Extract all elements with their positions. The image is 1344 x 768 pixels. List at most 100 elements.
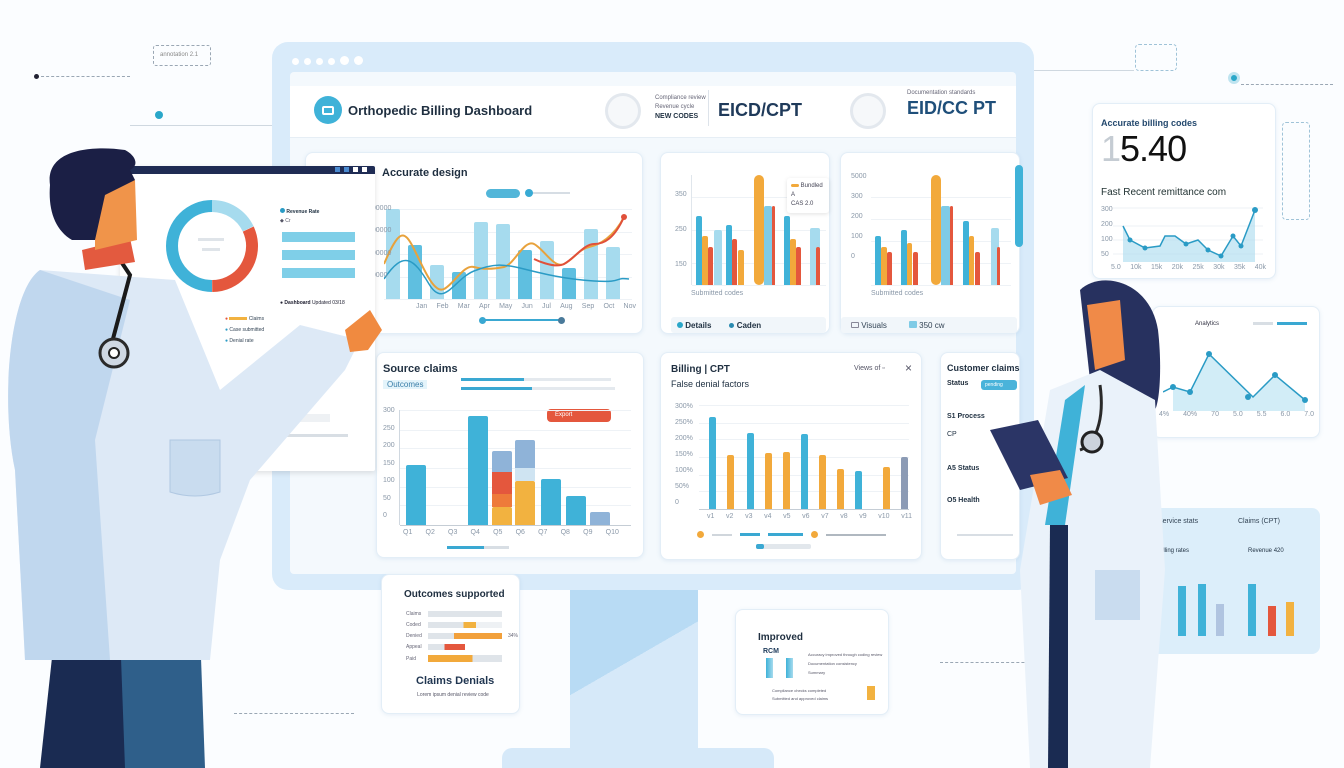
x-tick: Mar — [457, 303, 470, 310]
accurate-design-plot — [384, 209, 632, 300]
x-tick: Q6 — [515, 529, 525, 536]
kpi-card: Accurate billing codes 15.40 Fast Recent… — [1092, 103, 1276, 279]
x-tick: v9 — [859, 513, 867, 520]
claim-row[interactable]: S1 Process — [947, 413, 985, 420]
decor-dot-teal — [155, 111, 163, 119]
y-tick: 200 — [383, 442, 395, 449]
window-dots — [292, 52, 368, 70]
badge2-logo: EID/CC PT — [907, 98, 997, 118]
x-tick: Aug — [560, 303, 573, 310]
x-axis-label: Submitted codes — [691, 290, 744, 297]
billing-cpt-panel: Billing | CPT False denial factors Views… — [660, 352, 922, 560]
timeline-slider[interactable] — [479, 317, 565, 324]
x-tick: Jun — [521, 303, 533, 310]
views-dropdown[interactable]: Views of ▫ — [854, 365, 885, 372]
y-tick: 100% — [675, 467, 693, 474]
claim-row[interactable]: O5 Health — [947, 497, 980, 504]
decor-dashed-line — [1241, 84, 1333, 85]
kpi-value: 15.40 — [1101, 128, 1187, 169]
x-tick: v5 — [783, 513, 791, 520]
y-tick: 200 — [1101, 221, 1113, 228]
x-tick: v3 — [745, 513, 753, 520]
outcome-row: Denied 34% — [406, 633, 519, 639]
x-tick: 5.0 — [1111, 264, 1121, 271]
x-tick: v8 — [840, 513, 848, 520]
legend-row — [756, 544, 811, 549]
x-tick: 40k — [1254, 264, 1266, 271]
x-tick: 5.5 — [1256, 411, 1267, 418]
service-stats-title: Service stats — [1158, 518, 1199, 525]
status-pill[interactable]: pending — [981, 380, 1017, 390]
caden-tab[interactable]: Caden — [729, 321, 761, 330]
y-tick: 300% — [675, 403, 693, 410]
bundled-codes-panel: 350 250 150 Submitted codes Bundled A CA… — [660, 152, 830, 334]
x-tick: Q5 — [493, 529, 503, 536]
kpi-line-chart — [1113, 207, 1263, 262]
scroll-indicator[interactable] — [447, 546, 509, 549]
y-tick: 0 — [675, 499, 679, 506]
source-claims-subtitle: Outcomes — [383, 380, 428, 389]
x-tick: 20k — [1171, 264, 1183, 271]
y-tick: 100 — [851, 233, 863, 240]
decor-dashed-line — [940, 662, 1060, 663]
status-label: Status — [947, 380, 969, 387]
improved-text: Accuracy improved through coding review D… — [808, 652, 883, 675]
range-slider[interactable] — [525, 189, 570, 197]
x-tick: Q2 — [425, 529, 435, 536]
x-axis-label: Submitted codes — [871, 290, 924, 297]
y-tick: 250% — [675, 419, 693, 426]
x-tick: v6 — [802, 513, 810, 520]
source-claims-title: Source claims — [383, 363, 458, 375]
tablet-legend: Revenue Rate — [280, 208, 319, 215]
trend-title: Analytics — [1195, 321, 1220, 327]
vertical-scrollbar[interactable] — [1015, 165, 1023, 247]
kpi-label: Accurate billing codes — [1101, 118, 1198, 128]
app-logo[interactable]: Orthopedic Billing Dashboard — [314, 96, 532, 124]
outcome-row: Claims — [406, 611, 518, 617]
x-tick: Q4 — [470, 529, 480, 536]
x-tick: 7.0 — [1304, 411, 1314, 418]
y-tick: 200000 — [368, 227, 392, 235]
details-tab[interactable]: Details — [677, 321, 711, 330]
improved-footer: Compliance checks completed Submitted and… — [772, 688, 829, 701]
x-tick: 5.0 — [1232, 411, 1243, 418]
y-tick: 250 — [383, 424, 395, 432]
outcome-row: Paid — [406, 655, 518, 662]
x-tick: 35k — [1233, 264, 1246, 271]
y-tick: 300 — [851, 193, 863, 200]
y-tick: 0 — [383, 512, 387, 519]
y-tick: 300 — [383, 407, 395, 414]
y-tick: 250 — [675, 226, 687, 233]
progress-bar — [461, 378, 611, 381]
x-tick: Jul — [541, 303, 551, 310]
analysis-pill[interactable] — [486, 189, 520, 198]
y-tick: 100 — [383, 477, 395, 484]
source-claims-panel: Source claims Outcomes Export 300 250 20… — [376, 352, 644, 558]
decor-dot-teal — [1228, 72, 1240, 84]
monitor-stand — [570, 590, 698, 750]
trend-lines — [384, 214, 630, 295]
x-tick: 40% — [1183, 411, 1198, 418]
claim-row[interactable]: CP — [947, 431, 957, 438]
claim-row[interactable]: A5 Status — [947, 465, 980, 472]
decor-dashed-line — [234, 713, 354, 714]
y-tick: 200% — [675, 435, 693, 442]
bottom-right-panel: Service stats Claims (CPT) Billing rates… — [1150, 508, 1320, 654]
visuals-tab[interactable]: Visuals — [851, 321, 887, 330]
close-icon[interactable]: × — [905, 361, 913, 375]
revenue-label: Revenue 420 — [1248, 548, 1284, 554]
trend-card: Analytics 4% 40% 70 5.0 5.5 6.0 7.0 — [1152, 306, 1320, 438]
y-tick: 200 — [851, 213, 863, 220]
accurate-design-title: Accurate design — [382, 167, 468, 179]
tablet-toolbar-icons — [335, 167, 367, 172]
x-tick: Nov — [623, 303, 636, 310]
decor-dot — [34, 74, 39, 79]
panel-footer: Details Caden — [671, 317, 826, 333]
export-button[interactable]: Export — [547, 409, 611, 422]
improved-title: Improved — [758, 632, 804, 643]
x-tick: Q8 — [560, 529, 570, 536]
trend-line-chart — [1163, 351, 1308, 411]
x-tick: Q10 — [605, 529, 619, 536]
cw-tab[interactable]: 350 cw — [908, 320, 944, 330]
x-tick: 4% — [1159, 411, 1170, 418]
